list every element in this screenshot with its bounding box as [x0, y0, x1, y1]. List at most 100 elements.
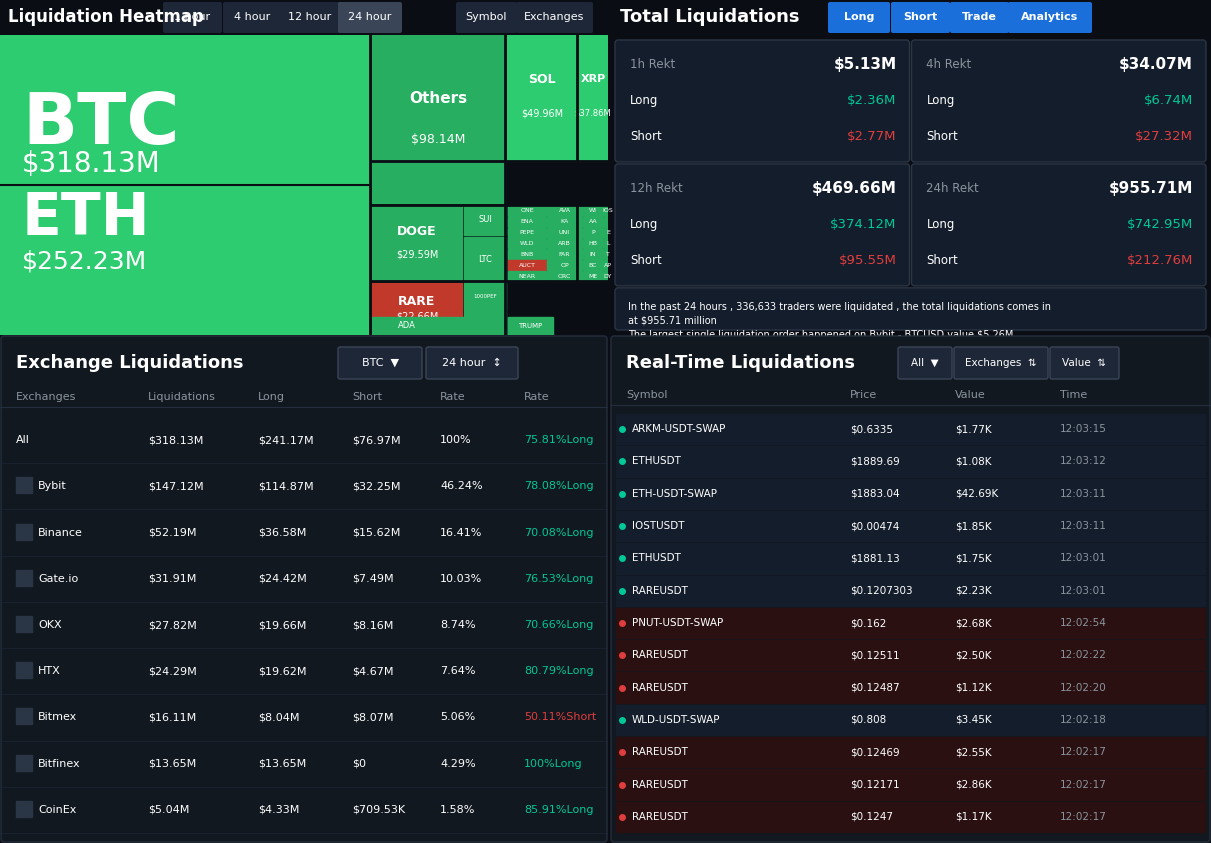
Text: $1.12K: $1.12K [955, 683, 992, 693]
Bar [372, 317, 506, 335]
Text: $0.12469: $0.12469 [850, 747, 900, 757]
Text: $318.13M: $318.13M [148, 435, 203, 445]
Bar [507, 271, 546, 281]
Text: L: L [607, 241, 610, 246]
Bar [582, 250, 603, 260]
Bar [604, 217, 612, 227]
Text: 24 hour: 24 hour [349, 13, 391, 23]
Text: TRUMP: TRUMP [518, 323, 543, 329]
Text: 12:03:12: 12:03:12 [1060, 456, 1107, 466]
Text: AVA: AVA [558, 208, 570, 213]
Text: $1.17K: $1.17K [955, 812, 992, 822]
Text: SUI: SUI [478, 216, 492, 224]
Text: $147.12M: $147.12M [148, 481, 203, 491]
Text: ONE: ONE [521, 208, 534, 213]
Bar [616, 770, 1205, 800]
Text: Exchange Liquidations: Exchange Liquidations [16, 354, 243, 372]
Bar [372, 283, 463, 335]
Bar [547, 217, 582, 227]
Text: $52.19M: $52.19M [148, 528, 196, 538]
Text: HB: HB [589, 241, 597, 246]
Bar [464, 205, 506, 235]
FancyBboxPatch shape [1050, 347, 1119, 379]
Text: 75.81%Long: 75.81%Long [524, 435, 593, 445]
Bar [547, 239, 582, 249]
Text: at $955.71 million: at $955.71 million [629, 316, 717, 326]
Text: $0.6335: $0.6335 [850, 424, 893, 434]
Text: KA: KA [561, 219, 569, 224]
FancyBboxPatch shape [457, 2, 517, 33]
Text: BC: BC [589, 263, 597, 268]
Text: RAREUSDT: RAREUSDT [632, 780, 688, 790]
Text: BTC  ▼: BTC ▼ [362, 358, 398, 368]
Text: $4.67M: $4.67M [352, 666, 394, 676]
Text: $0.12511: $0.12511 [850, 650, 900, 660]
FancyBboxPatch shape [615, 40, 909, 162]
Text: $2.23K: $2.23K [955, 586, 992, 596]
Text: $1883.04: $1883.04 [850, 489, 900, 499]
Text: $5.04M: $5.04M [148, 805, 189, 815]
Text: $8.16M: $8.16M [352, 620, 394, 630]
Bar [616, 543, 1205, 573]
Text: Exchanges  ⇅: Exchanges ⇅ [965, 358, 1037, 368]
Text: DOGE: DOGE [397, 225, 437, 238]
Bar [16, 801, 31, 817]
Text: $98.14M: $98.14M [412, 132, 466, 146]
Text: All: All [16, 435, 30, 445]
Text: $34.07M: $34.07M [1119, 57, 1193, 72]
Text: CoinEx: CoinEx [38, 805, 76, 815]
Text: Exchanges: Exchanges [524, 13, 585, 23]
Text: $8.07M: $8.07M [352, 712, 394, 722]
Text: OKX: OKX [38, 620, 62, 630]
Bar [464, 237, 506, 281]
Text: 1.58%: 1.58% [440, 805, 476, 815]
Text: Time: Time [1060, 390, 1087, 400]
Text: $0.808: $0.808 [850, 715, 886, 725]
Text: Short: Short [926, 131, 958, 143]
Text: $2.77M: $2.77M [846, 131, 896, 143]
Bar [582, 228, 603, 238]
Text: Short: Short [903, 13, 937, 23]
Text: 70.08%Long: 70.08%Long [524, 528, 593, 538]
Text: $114.87M: $114.87M [258, 481, 314, 491]
Text: Others: Others [409, 91, 467, 106]
Text: Rate: Rate [524, 392, 550, 402]
FancyBboxPatch shape [615, 287, 1206, 330]
Bar [507, 217, 546, 227]
Text: All  ▼: All ▼ [911, 358, 939, 368]
Text: $29.59M: $29.59M [396, 250, 438, 260]
Text: IOSTUSDT: IOSTUSDT [632, 521, 684, 531]
Text: 12:02:20: 12:02:20 [1060, 683, 1107, 693]
Text: Long: Long [630, 218, 659, 231]
Bar [464, 312, 506, 335]
Text: $709.53K: $709.53K [352, 805, 406, 815]
Text: Rate: Rate [440, 392, 465, 402]
Bar [616, 576, 1205, 606]
Text: 24h Rekt: 24h Rekt [926, 182, 980, 196]
Bar [16, 616, 31, 632]
Text: Total Liquidations: Total Liquidations [620, 8, 799, 26]
Text: Long: Long [844, 13, 874, 23]
Text: $4.33M: $4.33M [258, 805, 299, 815]
Bar [16, 477, 31, 493]
Text: $32.25M: $32.25M [352, 481, 401, 491]
Text: $13.65M: $13.65M [258, 759, 306, 769]
Text: $252.23M: $252.23M [22, 250, 148, 274]
Text: $1.77K: $1.77K [955, 424, 992, 434]
Text: $955.71M: $955.71M [1108, 181, 1193, 196]
Text: $0.1207303: $0.1207303 [850, 586, 913, 596]
Text: $0.12171: $0.12171 [850, 780, 900, 790]
Text: $2.68K: $2.68K [955, 618, 992, 628]
Bar [582, 260, 603, 270]
Text: $37.86M: $37.86M [575, 109, 612, 118]
Text: Real-Time Liquidations: Real-Time Liquidations [626, 354, 855, 372]
Text: ORC: ORC [558, 274, 572, 278]
Text: XRP: XRP [580, 74, 606, 84]
FancyBboxPatch shape [828, 2, 890, 33]
Text: $27.82M: $27.82M [148, 620, 196, 630]
Text: WI: WI [589, 208, 597, 213]
Text: LTC: LTC [478, 255, 492, 264]
FancyBboxPatch shape [612, 336, 1210, 842]
Text: ARKM-USDT-SWAP: ARKM-USDT-SWAP [632, 424, 727, 434]
Text: 100%Long: 100%Long [524, 759, 582, 769]
